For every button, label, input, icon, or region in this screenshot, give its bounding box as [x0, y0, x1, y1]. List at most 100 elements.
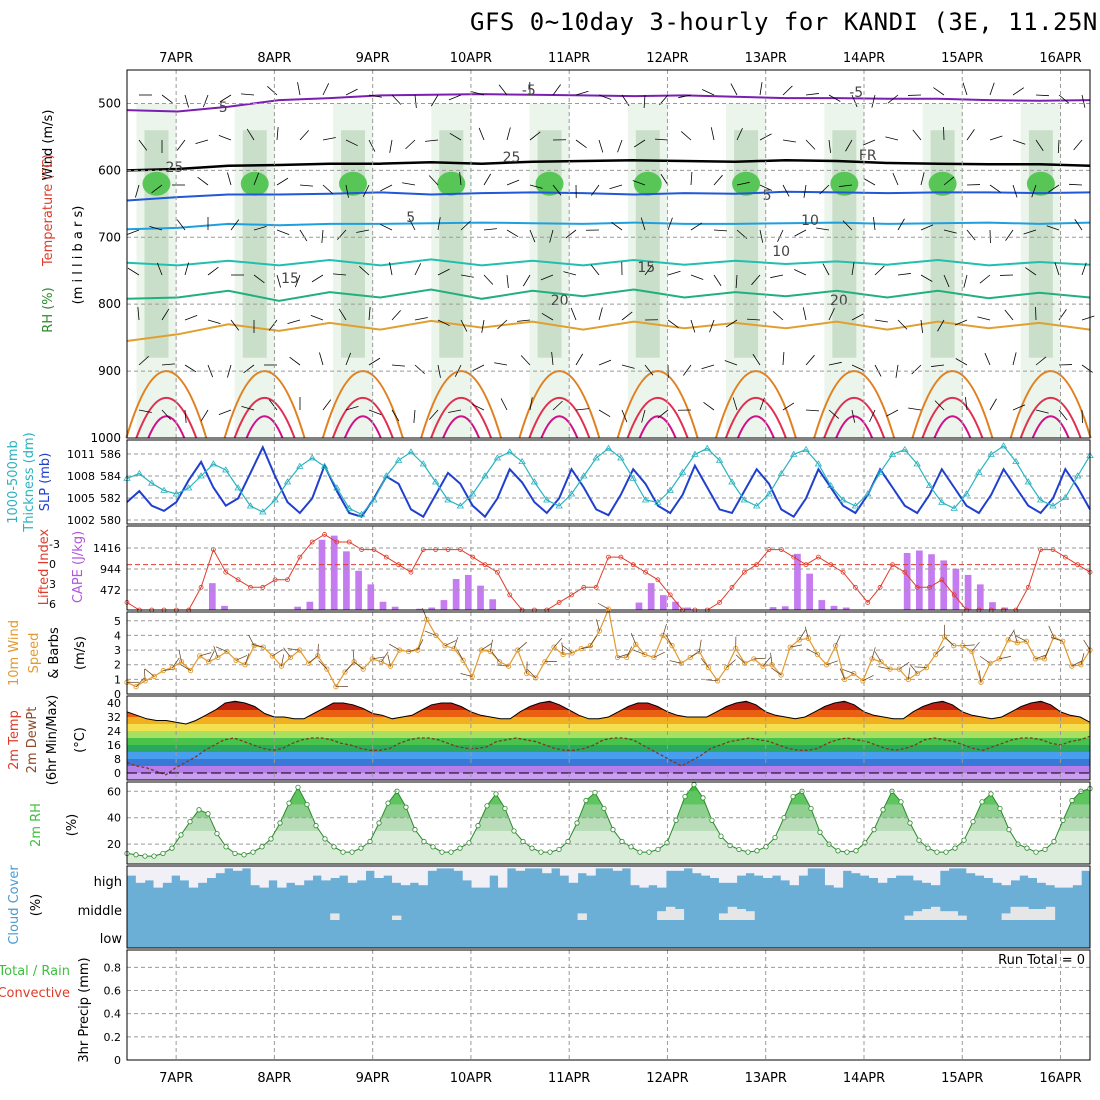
upper-wind-barb: [1074, 218, 1083, 231]
cloud-high-gap: [162, 866, 172, 883]
wind-barb: [944, 637, 954, 646]
thickness-marker: [864, 490, 872, 497]
lifted-index-marker: [791, 554, 797, 560]
wind-barb: [962, 644, 975, 647]
rh-marker: [277, 820, 283, 826]
upper-wind-barb: [842, 220, 853, 231]
rh-marker: [565, 838, 571, 845]
upper-wind-barb: [828, 139, 831, 153]
wind-speed-marker: [996, 656, 1002, 662]
cape-bar: [915, 550, 923, 610]
thickness-marker: [271, 496, 279, 503]
thickness-marker: [567, 490, 576, 497]
chart-title: GFS 0~10day 3-hourly for KANDI (3E, 11.2…: [470, 8, 1100, 36]
upper-wind-barb: [506, 274, 509, 288]
bottom-date-label: 12APR: [646, 1071, 688, 1086]
thickness-marker: [592, 454, 600, 461]
rh-marker: [151, 853, 157, 859]
upper-wind-barb: [759, 82, 763, 96]
wind-speed-marker: [496, 659, 503, 665]
wind-speed-marker: [215, 654, 221, 661]
upper-wind-barb: [943, 176, 955, 186]
thickness-marker: [765, 490, 773, 497]
rh-marker: [979, 799, 985, 805]
rh-marker: [178, 832, 184, 838]
wind-speed-marker: [723, 664, 730, 671]
isotherm-FR: [126, 159, 1091, 172]
upper-wind-barb: [207, 319, 221, 324]
wind-speed-marker: [169, 664, 176, 671]
upper-wind-barb: [1035, 356, 1047, 366]
slp-tick: 1011: [67, 448, 95, 461]
cloud-high-gap: [577, 866, 587, 874]
wind-barb: [208, 650, 215, 662]
upper-wind-barb: [966, 229, 976, 241]
cape-bar: [806, 573, 813, 610]
lifted-index-marker: [556, 600, 562, 605]
temp-band: [127, 773, 1090, 780]
wind-barb: [1080, 653, 1085, 665]
lifted-index-marker: [939, 577, 945, 583]
rh-marker: [160, 850, 166, 857]
top-date-label: 11APR: [548, 51, 590, 66]
cloud-high-gap: [453, 866, 464, 871]
wind-speed-marker: [269, 653, 276, 659]
wind-speed-marker: [387, 663, 394, 669]
wind-barb: [999, 656, 1011, 660]
rh-marker: [925, 845, 931, 851]
li-tick: 3: [49, 578, 56, 591]
upper-wind-barb: [736, 128, 743, 141]
wind-barb: [352, 649, 355, 662]
bottom-date-label: 16APR: [1039, 1071, 1081, 1086]
upper-wind-barb: [243, 364, 255, 374]
temp-arch-35: [1019, 396, 1082, 439]
cloud-high-gap: [551, 866, 561, 869]
wind-speed-marker: [814, 651, 821, 658]
lifted-index-marker: [1062, 554, 1068, 560]
rh-marker: [295, 784, 301, 790]
lifted-index-marker: [606, 554, 611, 560]
temp-band: [127, 717, 1090, 724]
wind-ylabel-4: (m/s): [73, 636, 88, 670]
upper-wind-barb: [520, 355, 531, 366]
cloud-middle-gap: [718, 913, 729, 920]
wind-barb: [272, 649, 283, 657]
wind-speed-marker: [460, 657, 466, 663]
cloud-high-gap: [312, 866, 322, 876]
upper-wind-barb: [497, 319, 508, 330]
rh-marker: [367, 838, 373, 845]
cape-tick: 1416: [93, 542, 121, 555]
temp-arch-30: [911, 370, 994, 439]
cloud-middle-gap: [1028, 909, 1038, 920]
upper-wind-barb: [1035, 139, 1044, 152]
rh2m-ylabel: 2m RH: [29, 803, 44, 847]
upper-wind-barb: [984, 352, 991, 366]
upper-wind-barb: [494, 362, 508, 366]
upper-ytick: 600: [98, 163, 121, 177]
rh-column-mid: [1028, 130, 1053, 358]
temp-band: [127, 766, 1090, 773]
cape-bar: [379, 601, 387, 610]
temp-arch-40: [835, 415, 874, 439]
rh-ytick: 40: [107, 812, 121, 825]
cloud-high-gap: [392, 866, 402, 883]
upper-wind-barb: [268, 399, 278, 411]
upper-wind-barb: [575, 408, 589, 411]
upper-wind-barb: [197, 176, 209, 186]
thickness-tick: 580: [100, 514, 121, 527]
upper-wind-barb: [176, 139, 186, 151]
upper-wind-barb: [176, 219, 186, 231]
thickness-marker: [789, 450, 798, 457]
isotherm-15: [126, 258, 1091, 267]
upper-wind-barb: [368, 139, 376, 152]
cloud-frame: [126, 865, 1091, 949]
upper-wind-barb: [633, 139, 646, 148]
rh-marker: [916, 837, 922, 843]
cloud-high-gap: [524, 866, 534, 869]
precip-frame: [126, 949, 1091, 1061]
upper-wind-barb: [1012, 352, 1017, 366]
rh-ytick: 60: [107, 785, 121, 798]
rh-marker: [556, 846, 562, 853]
upper-wind-barb: [617, 139, 623, 153]
wind-speed-marker: [469, 673, 475, 680]
